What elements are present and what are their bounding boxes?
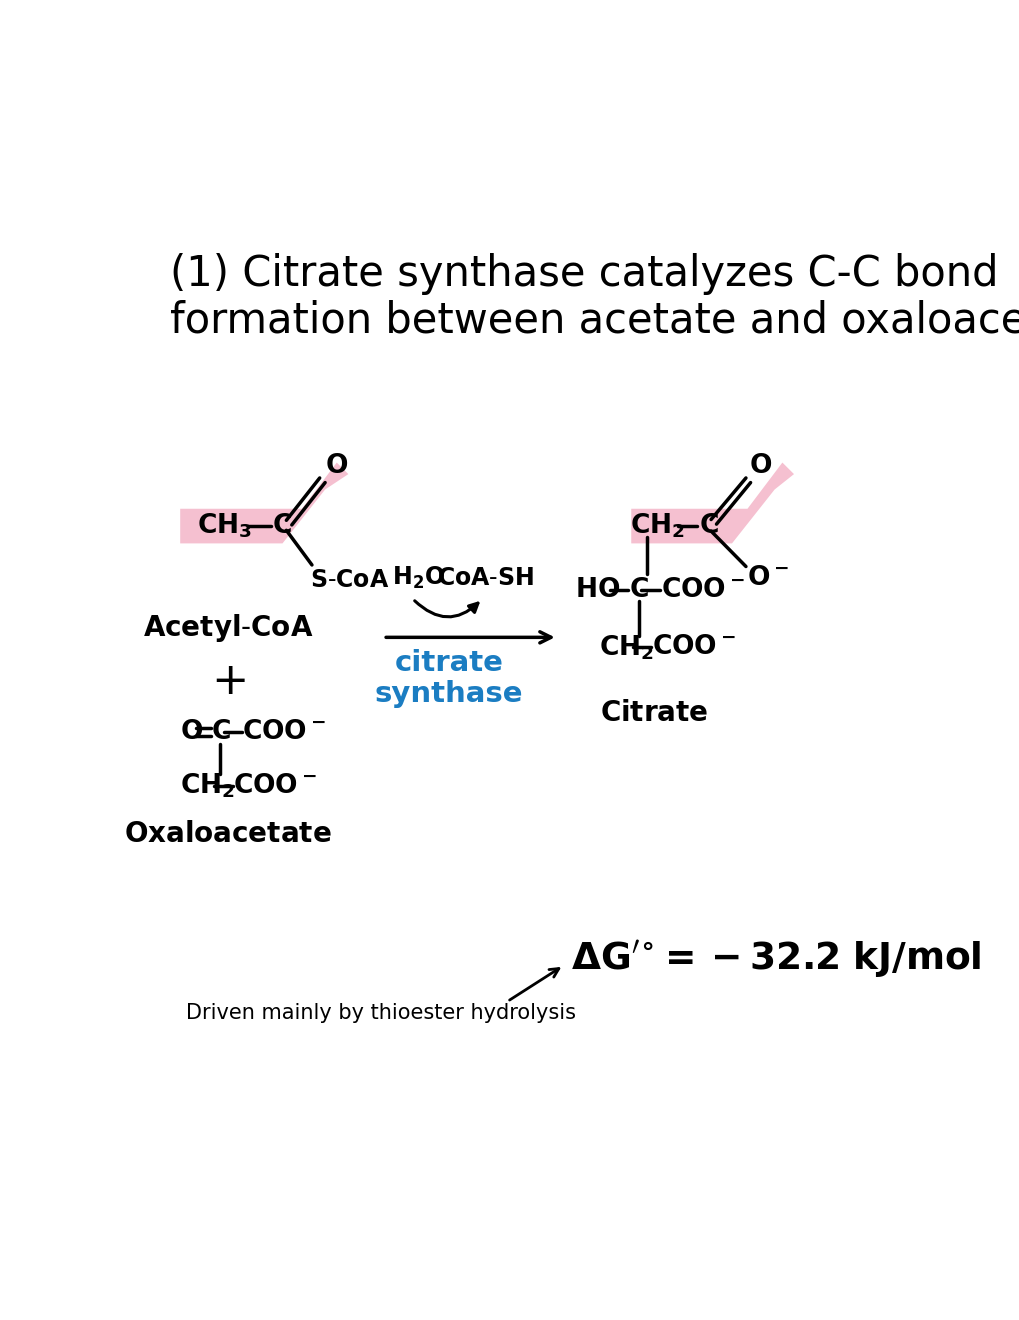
Text: $\mathbf{C}$: $\mathbf{C}$ <box>272 512 291 539</box>
Text: $\mathbf{CH_2}$: $\mathbf{CH_2}$ <box>629 511 684 540</box>
Text: $\mathbf{S\text{-}CoA}$: $\mathbf{S\text{-}CoA}$ <box>310 569 388 593</box>
Text: $\mathbf{O}$: $\mathbf{O}$ <box>180 719 203 744</box>
FancyArrowPatch shape <box>415 601 478 616</box>
Text: $\mathbf{COO^-}$: $\mathbf{COO^-}$ <box>242 719 325 744</box>
Text: $\mathbf{C}$: $\mathbf{C}$ <box>629 577 648 603</box>
Text: $\mathbf{O}$: $\mathbf{O}$ <box>325 453 347 479</box>
Text: citrate: citrate <box>394 648 503 677</box>
Text: $\mathbf{O^-}$: $\mathbf{O^-}$ <box>747 565 789 591</box>
Text: $\mathbf{CoA\text{-}SH}$: $\mathbf{CoA\text{-}SH}$ <box>436 566 534 590</box>
Text: $\mathbf{C}$: $\mathbf{C}$ <box>211 719 230 744</box>
Text: synthase: synthase <box>375 680 523 708</box>
Text: $\mathbf{C}$: $\mathbf{C}$ <box>698 512 717 539</box>
Text: $\mathbf{O}$: $\mathbf{O}$ <box>748 453 771 479</box>
Text: $\mathbf{\Delta G'^{\circ}}$$\mathbf{= -32.2\ kJ/mol}$: $\mathbf{\Delta G'^{\circ}}$$\mathbf{= -… <box>571 939 980 979</box>
Text: (1) Citrate synthase catalyzes C-C bond: (1) Citrate synthase catalyzes C-C bond <box>170 253 998 294</box>
Text: $+$: $+$ <box>211 660 246 704</box>
Text: $\mathbf{HO}$: $\mathbf{HO}$ <box>575 577 620 603</box>
Text: $\mathbf{Oxaloacetate}$: $\mathbf{Oxaloacetate}$ <box>124 821 332 849</box>
Text: $\mathbf{Acetyl\text{-}CoA}$: $\mathbf{Acetyl\text{-}CoA}$ <box>143 612 313 644</box>
Polygon shape <box>631 462 793 544</box>
Text: $\mathbf{CH_2}$: $\mathbf{CH_2}$ <box>180 772 235 800</box>
Text: formation between acetate and oxaloacetate: formation between acetate and oxaloaceta… <box>170 300 1019 341</box>
Text: $\mathbf{COO^-}$: $\mathbf{COO^-}$ <box>660 577 744 603</box>
Text: $\mathbf{Citrate}$: $\mathbf{Citrate}$ <box>600 698 708 727</box>
Polygon shape <box>180 462 348 544</box>
Text: $\mathbf{COO^-}$: $\mathbf{COO^-}$ <box>651 635 735 660</box>
Text: $\mathbf{COO^-}$: $\mathbf{COO^-}$ <box>232 774 316 799</box>
Text: $\mathbf{CH_2}$: $\mathbf{CH_2}$ <box>598 634 653 661</box>
Text: Driven mainly by thioester hydrolysis: Driven mainly by thioester hydrolysis <box>185 1003 575 1023</box>
Text: $\mathbf{CH_3}$: $\mathbf{CH_3}$ <box>197 511 252 540</box>
Text: $\mathbf{H_2O}$: $\mathbf{H_2O}$ <box>391 565 444 591</box>
